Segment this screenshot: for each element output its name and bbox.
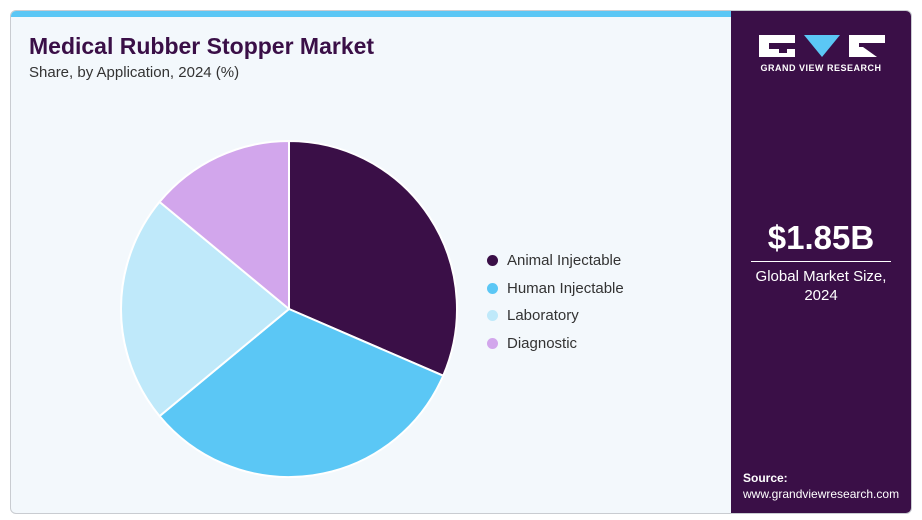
grand-view-research-logo: [759, 35, 885, 57]
legend-swatch: [487, 310, 498, 322]
logo-text: GRAND VIEW RESEARCH: [760, 63, 882, 73]
pie-slice-human-injectable: [158, 308, 445, 478]
legend-item-diagnostic: Diagnostic: [487, 330, 624, 358]
legend-swatch: [487, 337, 498, 349]
legend-label: Diagnostic: [507, 334, 578, 352]
chart-subtitle: Share, by Application, 2024 (%): [29, 64, 240, 81]
legend-item-human-injectable: Human Injectable: [487, 275, 624, 303]
market-size-label: Global Market Size, 2024: [731, 267, 911, 305]
legend-swatch: [487, 282, 498, 294]
chart-title: Medical Rubber Stopper Market: [29, 33, 375, 59]
market-size-value: $1.85B: [767, 219, 875, 256]
chart-card: Medical Rubber Stopper Market Share, by …: [10, 10, 912, 514]
legend-item-animal-injectable: Animal Injectable: [487, 247, 624, 275]
source-label: Source:: [743, 471, 788, 485]
pie-slice-diagnostic: [158, 140, 290, 310]
accent-bar: [11, 11, 731, 17]
pie-chart: [119, 140, 458, 478]
source-url[interactable]: www.grandviewresearch.com: [743, 487, 900, 501]
divider: [751, 261, 891, 262]
legend-item-laboratory: Laboratory: [487, 302, 624, 330]
market-size-label-line-1: Global Market Size,: [755, 268, 887, 285]
market-size-label-line-2: 2024: [804, 287, 838, 304]
pie-slice-animal-injectable: [288, 140, 458, 377]
legend-label: Human Injectable: [507, 279, 624, 297]
legend-label: Laboratory: [507, 307, 579, 325]
sidebar-panel: GRAND VIEW RESEARCH $1.85B Global Market…: [731, 11, 911, 513]
legend-label: Animal Injectable: [507, 252, 622, 270]
chart-legend: Animal Injectable Human Injectable Laborat…: [487, 247, 624, 357]
pie-slice-laboratory: [119, 200, 290, 418]
legend-swatch: [487, 255, 498, 267]
